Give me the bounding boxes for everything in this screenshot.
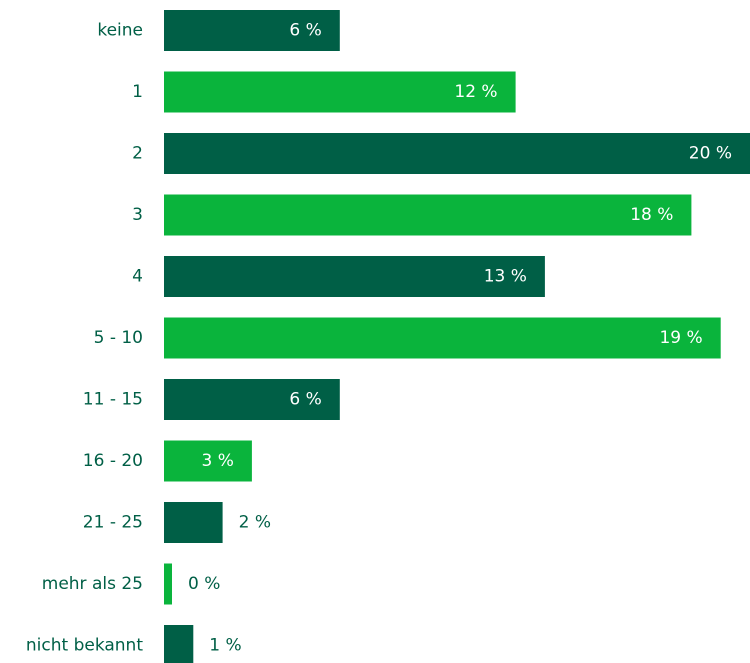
value-label: 2 % xyxy=(239,513,271,533)
category-label: 3 xyxy=(132,205,143,225)
value-label: 12 % xyxy=(454,82,497,102)
category-label: 4 xyxy=(132,267,143,287)
category-label: 2 xyxy=(132,144,143,164)
bar xyxy=(164,256,545,297)
category-label: 11 - 15 xyxy=(83,390,143,410)
bar xyxy=(164,440,252,482)
value-label: 0 % xyxy=(188,574,220,594)
category-label: 1 xyxy=(132,82,143,102)
category-label: 21 - 25 xyxy=(83,513,143,533)
value-label: 6 % xyxy=(289,390,321,410)
bar xyxy=(164,71,516,113)
value-label: 18 % xyxy=(630,205,673,225)
value-label: 3 % xyxy=(202,451,234,471)
category-label: mehr als 25 xyxy=(42,574,143,594)
value-label: 1 % xyxy=(209,636,241,656)
category-label: keine xyxy=(97,21,143,41)
category-label: 16 - 20 xyxy=(83,451,143,471)
category-label: 5 - 10 xyxy=(94,328,143,348)
bar xyxy=(164,379,340,420)
bar xyxy=(164,625,194,663)
bar xyxy=(164,563,172,605)
bar xyxy=(164,317,721,359)
bar xyxy=(164,133,750,174)
bar xyxy=(164,502,223,543)
value-label: 20 % xyxy=(689,144,732,164)
bar xyxy=(164,10,340,51)
category-label: nicht bekannt xyxy=(26,636,143,656)
value-label: 13 % xyxy=(484,267,527,287)
bar xyxy=(164,194,692,236)
value-label: 19 % xyxy=(659,328,702,348)
value-label: 6 % xyxy=(289,21,321,41)
